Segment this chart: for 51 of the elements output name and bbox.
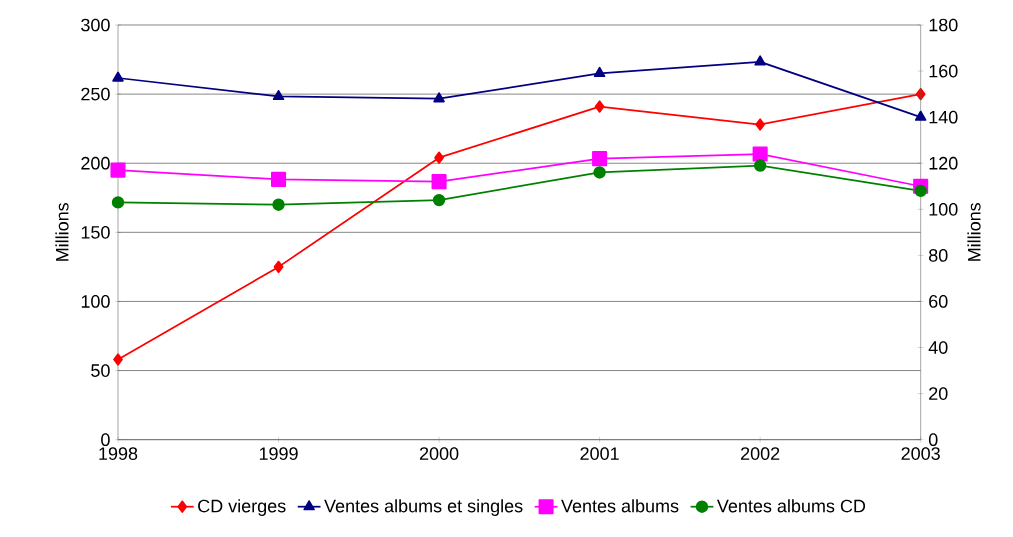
point	[434, 151, 444, 164]
y2-tick-label: 0	[928, 433, 938, 447]
y2-tick-label: 40	[928, 341, 948, 354]
point	[753, 159, 767, 172]
y2-tick-label: 20	[929, 387, 948, 400]
point	[272, 89, 285, 101]
point	[754, 55, 766, 66]
point	[914, 110, 927, 121]
legend-label: Ventes albums CD	[716, 499, 866, 513]
y-tick-label: 250	[81, 87, 110, 101]
y2-tick-label: 140	[929, 110, 958, 124]
point	[111, 196, 125, 209]
y2-tick-label: 180	[929, 18, 958, 32]
point	[110, 162, 126, 178]
x-tick-label: 2002	[741, 447, 780, 460]
y-tick-label: 300	[81, 18, 110, 32]
y2-tick-label: 60	[929, 295, 948, 308]
x-tick-label: 2003	[901, 447, 940, 460]
legend-label: CD vierges	[198, 499, 286, 516]
y-tick-label: 0	[101, 433, 110, 447]
x-tick-label: 2001	[580, 447, 619, 460]
y-tick-label: 150	[81, 225, 110, 239]
y2-axis-title: Millions	[967, 203, 981, 261]
y-axis-title: Millions	[55, 203, 69, 261]
point	[431, 174, 447, 190]
point	[433, 92, 445, 103]
point	[593, 166, 606, 179]
point	[273, 260, 284, 274]
point	[594, 100, 605, 113]
x-tick-label: 1998	[99, 447, 138, 460]
y-tick-label: 100	[81, 295, 110, 308]
y2-tick-label: 160	[929, 64, 958, 78]
point	[272, 198, 285, 211]
point	[592, 151, 608, 167]
legend-label: Ventes albums	[561, 499, 679, 513]
x-tick-label: 1999	[259, 447, 298, 460]
y2-tick-label: 80	[929, 249, 948, 262]
legend-label: Ventes albums et singles	[324, 499, 523, 516]
y2-tick-label: 100	[929, 202, 958, 216]
x-tick-label: 2000	[419, 447, 459, 460]
point	[113, 353, 123, 366]
y2-tick-label: 120	[929, 156, 958, 170]
y-tick-label: 50	[91, 364, 110, 377]
point	[752, 146, 768, 162]
point	[914, 184, 927, 198]
point	[432, 193, 446, 207]
point	[593, 66, 606, 78]
point	[755, 118, 766, 131]
point	[271, 171, 287, 187]
point	[112, 71, 124, 82]
y-tick-label: 200	[81, 156, 110, 170]
